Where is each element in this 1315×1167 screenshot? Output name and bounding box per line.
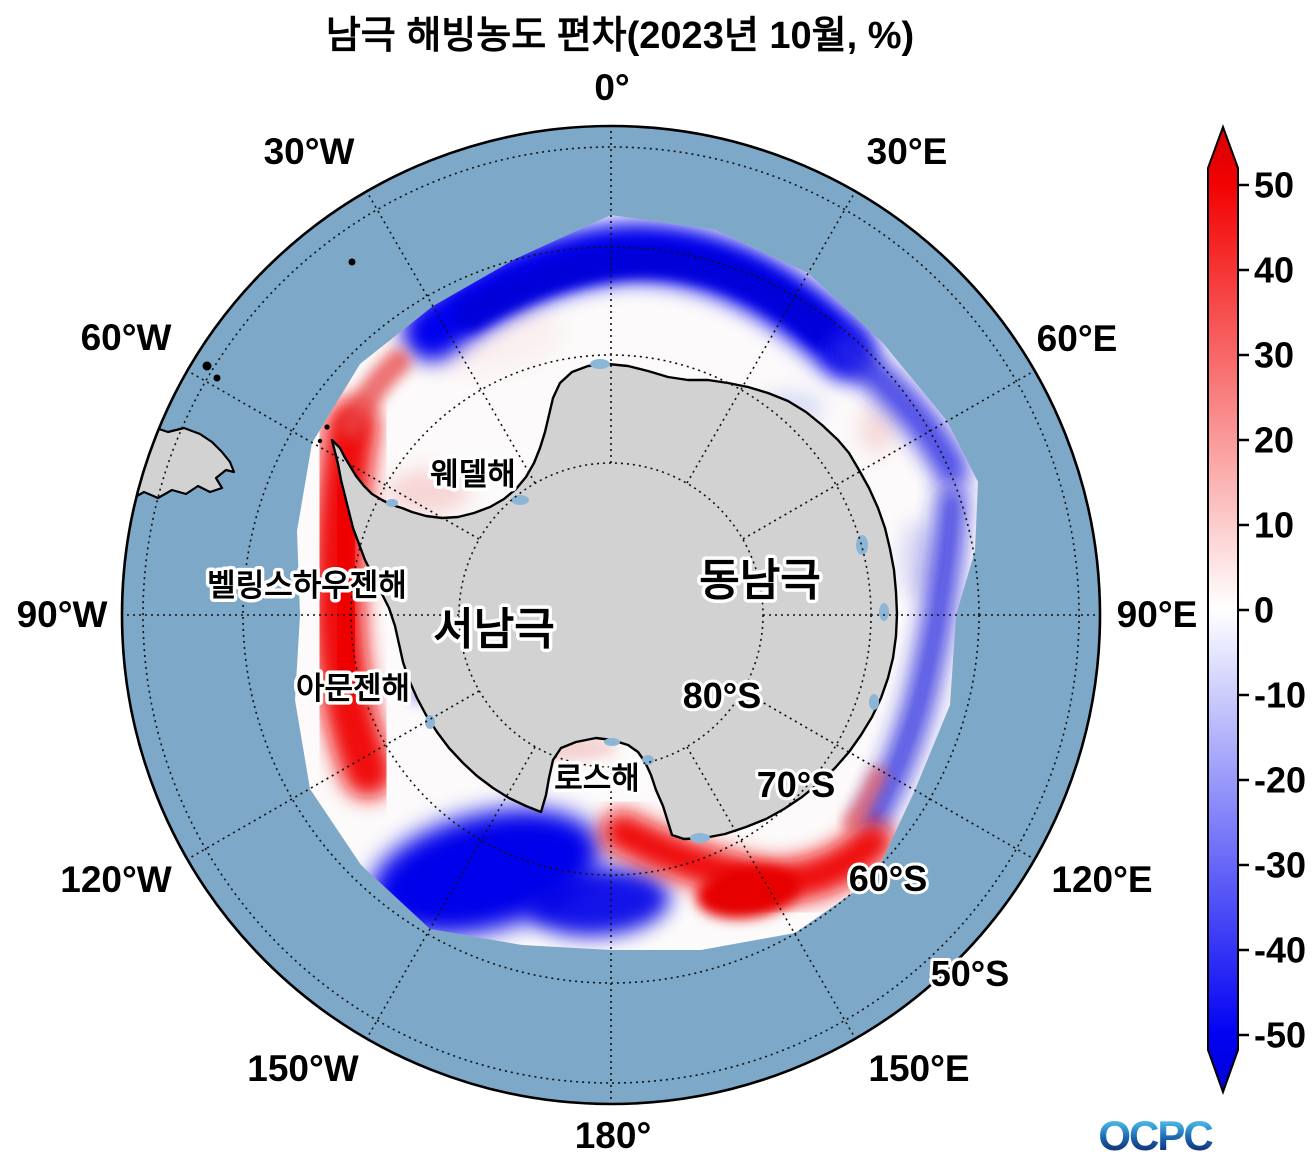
longitude-labels: 0° 30°E 60°E 90°E 120°E 150°E 180° 150°W 120°W 90… [17,67,1198,1156]
longitude-labels-0: 0° [594,67,629,108]
latitude-labels-2: 60°S [849,858,927,899]
longitude-labels-3: 90°E [1117,594,1198,635]
longitude-labels-7: 150°W [247,1048,359,1089]
colorbar-tick-label-3: 20 [1254,420,1294,461]
latitude-labels: 80°S 70°S 60°S 50°S [680,672,1012,997]
colorbar-tick-label-1: 40 [1254,250,1294,291]
colorbar-tick-label-5: 0 [1254,590,1274,631]
figure-title: 남극 해빙농도 편차(2023년 10월, %) [326,15,914,57]
longitude-labels-5: 150°E [868,1048,969,1089]
small-islands [202,258,356,444]
longitude-labels-8: 120°W [60,859,172,900]
colorbar-ticks: 50 40 30 20 10 0 -10 -20 -30 -40 -50 [1238,165,1306,1056]
region-labels-2: 아문젠해 [296,671,410,706]
south-america-tip [122,424,236,504]
latitude-labels-3: 50°S [931,953,1009,994]
region-labels-5: 동남극 [699,556,820,605]
region-labels-4: 서남극 [433,605,554,654]
latitude-labels-0: 80°S [683,675,761,716]
colorbar-tick-label-6: -10 [1254,675,1306,716]
map-boundary [120,124,1102,1106]
region-labels-1: 벨링스하우젠해 [207,568,407,603]
ocpc-logo: OCPC [1098,1112,1213,1159]
longitude-labels-9: 90°W [17,594,108,635]
longitude-labels-10: 60°W [81,317,172,358]
colorbar-gradient-bar [1207,124,1239,1095]
longitude-labels-6: 180° [575,1115,652,1156]
longitude-labels-1: 30°E [867,131,948,172]
colorbar-tick-label-0: 50 [1254,165,1294,206]
colorbar-tick-label-10: -50 [1254,1015,1306,1056]
latitude-labels-1: 70°S [757,764,835,805]
longitude-labels-4: 120°E [1051,859,1152,900]
region-labels-0: 웨델해 [430,457,516,492]
colorbar: 50 40 30 20 10 0 -10 -20 -30 -40 -50 [1207,124,1306,1095]
colorbar-tick-label-4: 10 [1254,505,1294,546]
colorbar-tick-label-2: 30 [1254,335,1294,376]
colorbar-tick-label-8: -30 [1254,845,1306,886]
region-labels-3: 로스해 [554,761,640,796]
colorbar-tick-label-9: -40 [1254,930,1306,971]
map-contents [122,127,1099,1103]
longitude-labels-2: 60°E [1037,318,1118,359]
longitude-labels-11: 30°W [264,131,355,172]
graticule [123,127,1099,1103]
colorbar-tick-label-7: -20 [1254,760,1306,801]
